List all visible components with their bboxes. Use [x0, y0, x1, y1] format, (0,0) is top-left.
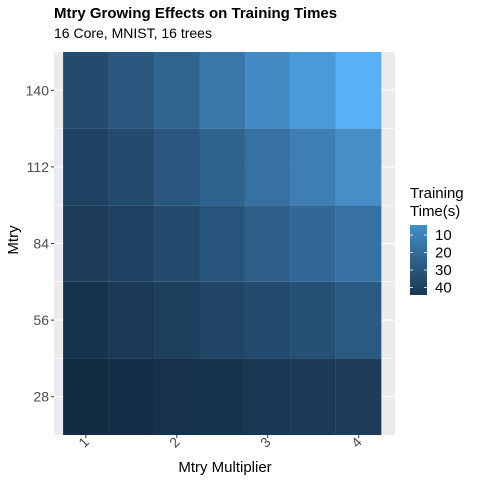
chart-title: Mtry Growing Effects on Training Times — [54, 5, 337, 22]
heatmap-tile — [199, 52, 245, 129]
heatmap-tile — [335, 281, 382, 359]
y-tick-label: 84 — [33, 236, 49, 252]
heatmap-tile — [63, 358, 109, 435]
heatmap-tile — [63, 128, 109, 206]
y-tick-label: 28 — [33, 389, 49, 405]
y-tick-label: 112 — [27, 159, 50, 175]
y-tick-label: 140 — [26, 82, 50, 98]
chart-subtitle: 16 Core, MNIST, 16 trees — [54, 25, 212, 41]
heatmap-tile — [290, 281, 336, 359]
heatmap-tile — [199, 205, 245, 282]
heatmap-tile — [108, 52, 155, 129]
heatmap-tile — [154, 358, 200, 435]
legend-colorbar — [410, 225, 427, 295]
x-tick-label: 4 — [348, 434, 365, 451]
legend-title: Time(s) — [410, 203, 460, 220]
heatmap-tile — [335, 358, 382, 435]
heatmap-tile — [244, 128, 291, 206]
heatmap-tile — [244, 281, 291, 359]
heatmap-tile — [154, 52, 200, 129]
y-tick-label: 56 — [33, 312, 49, 328]
heatmap-tile — [108, 281, 155, 359]
heatmap-tile — [108, 358, 155, 435]
heatmap-tile — [335, 128, 382, 206]
heatmap-tile — [199, 358, 245, 435]
heatmap-tile — [108, 128, 155, 206]
heatmap-tile — [290, 205, 336, 282]
heatmap-tile — [335, 52, 382, 129]
heatmap-tile — [335, 205, 382, 282]
heatmap-tile — [63, 205, 109, 282]
heatmap-tile — [63, 52, 109, 129]
heatmap-tile — [244, 358, 291, 435]
x-tick-label: 2 — [166, 434, 183, 451]
legend-break-label: 20 — [435, 245, 452, 262]
heatmap-tile — [290, 358, 336, 435]
heatmap-tile — [244, 205, 291, 282]
heatmap-tile — [154, 128, 200, 206]
y-axis-title: Mtry — [5, 225, 22, 255]
heatmap-tile — [108, 205, 155, 282]
x-tick-label: 3 — [257, 434, 274, 451]
x-tick-label: 1 — [75, 434, 92, 451]
axis-ticks: 28 56 84 112 140 1 2 3 4 — [26, 82, 365, 450]
heatmap-tile — [199, 128, 245, 206]
legend-title: Training — [410, 185, 464, 202]
legend-break-label: 10 — [435, 227, 452, 244]
heatmap-tile — [154, 205, 200, 282]
legend-break-label: 40 — [435, 280, 452, 297]
heatmap-tile — [63, 281, 109, 359]
heatmap-tile — [154, 281, 200, 359]
heatmap-tile — [199, 281, 245, 359]
x-axis-title: Mtry Multiplier — [178, 459, 271, 476]
heatmap-tile — [290, 52, 336, 129]
legend-break-label: 30 — [435, 262, 452, 279]
plot-panel — [54, 52, 395, 435]
heatmap-tile — [244, 52, 291, 129]
heatmap-tile — [290, 128, 336, 206]
